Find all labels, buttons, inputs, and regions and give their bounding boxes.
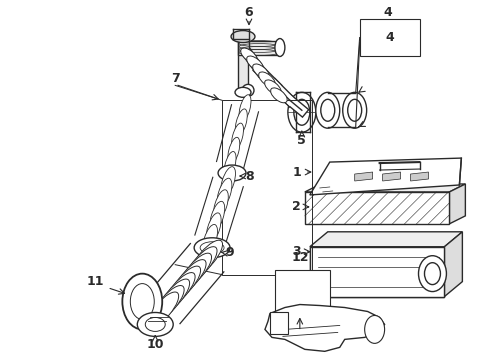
Bar [270,312,288,334]
Text: 4: 4 [385,31,394,44]
Ellipse shape [181,253,212,288]
Ellipse shape [242,84,254,96]
Ellipse shape [145,318,165,332]
Ellipse shape [235,87,251,97]
Ellipse shape [321,99,335,121]
Ellipse shape [206,213,221,243]
Ellipse shape [265,80,281,95]
Text: 10: 10 [147,338,164,351]
Ellipse shape [270,88,287,103]
Polygon shape [305,184,465,192]
Polygon shape [449,184,466,224]
Ellipse shape [210,201,225,232]
Ellipse shape [316,92,340,128]
Text: 2: 2 [293,201,301,213]
Text: 3: 3 [293,245,301,258]
Ellipse shape [231,31,255,42]
Ellipse shape [224,152,236,179]
Bar [305,192,449,224]
Ellipse shape [239,95,251,122]
Ellipse shape [214,190,228,220]
Ellipse shape [170,266,200,301]
Ellipse shape [194,238,230,258]
Ellipse shape [246,56,263,71]
Polygon shape [238,41,248,90]
Ellipse shape [218,165,246,181]
Ellipse shape [153,285,184,320]
Text: 12: 12 [291,251,309,264]
Text: 9: 9 [226,246,234,259]
Text: 1: 1 [293,166,301,179]
Ellipse shape [186,247,217,282]
Ellipse shape [288,92,316,132]
Text: 4: 4 [383,6,392,19]
Ellipse shape [365,315,385,343]
Ellipse shape [220,167,236,197]
Ellipse shape [122,274,162,329]
Ellipse shape [348,99,362,121]
Text: 11: 11 [87,275,104,288]
Text: 7: 7 [171,72,179,85]
Ellipse shape [130,284,154,319]
Ellipse shape [253,64,269,79]
Ellipse shape [275,39,285,57]
Ellipse shape [232,123,244,150]
Ellipse shape [159,279,190,314]
Polygon shape [310,158,462,195]
Ellipse shape [200,242,224,254]
Text: 5: 5 [297,134,306,147]
Text: 8: 8 [245,170,254,183]
Ellipse shape [343,92,367,128]
Polygon shape [310,232,463,247]
Ellipse shape [192,240,222,275]
Ellipse shape [294,99,310,125]
Text: 6: 6 [245,6,253,19]
Ellipse shape [175,260,206,294]
Ellipse shape [235,109,247,136]
Bar [310,247,444,297]
Polygon shape [310,247,444,297]
Ellipse shape [241,48,257,63]
Bar [222,100,312,275]
Ellipse shape [203,224,218,255]
Ellipse shape [148,292,179,327]
Ellipse shape [228,137,240,165]
Ellipse shape [418,256,446,292]
Ellipse shape [164,273,195,307]
Polygon shape [265,305,385,351]
Polygon shape [444,232,463,297]
Bar [360,19,419,57]
Polygon shape [383,172,400,181]
Ellipse shape [137,312,173,336]
Ellipse shape [424,263,441,285]
Ellipse shape [217,178,232,209]
Polygon shape [411,172,428,181]
Bar [275,270,330,332]
Polygon shape [238,41,280,55]
Polygon shape [355,172,372,181]
Ellipse shape [259,72,275,87]
